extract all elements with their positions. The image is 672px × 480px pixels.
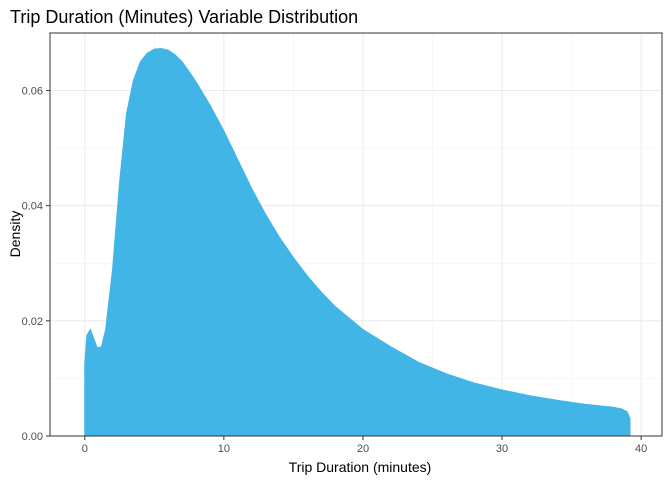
axis-ticks: 0 10 20 30 40 0.00 0.02 0.04 0.06 [22,86,648,455]
y-axis-label: Density [7,211,23,258]
y-tick-label: 0.06 [22,86,43,98]
x-axis-label: Trip Duration (minutes) [289,459,432,475]
x-tick-label: 0 [82,443,88,455]
x-tick-label: 20 [357,443,369,455]
chart-title: Trip Duration (Minutes) Variable Distrib… [10,7,358,27]
x-tick-label: 10 [218,443,230,455]
x-tick-label: 30 [496,443,508,455]
density-area [84,48,631,437]
y-tick-label: 0.04 [22,201,43,213]
plot-area [84,48,631,437]
x-tick-label: 40 [635,443,647,455]
y-tick-label: 0.00 [22,431,43,443]
y-tick-label: 0.02 [22,316,43,328]
panel-border [49,32,663,437]
